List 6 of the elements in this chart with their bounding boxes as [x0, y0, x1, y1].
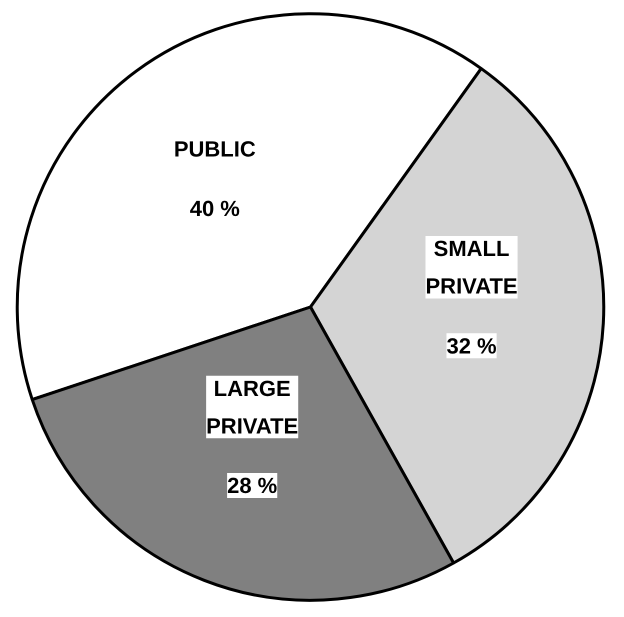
- slice-label: PUBLIC: [174, 136, 256, 162]
- slice-label: SMALL PRIVATE: [426, 236, 518, 299]
- data-label: 40 %: [190, 196, 240, 222]
- slice-label: LARGE PRIVATE: [206, 376, 298, 438]
- data-label: 32 %: [446, 333, 497, 358]
- data-label: 28 %: [227, 473, 278, 498]
